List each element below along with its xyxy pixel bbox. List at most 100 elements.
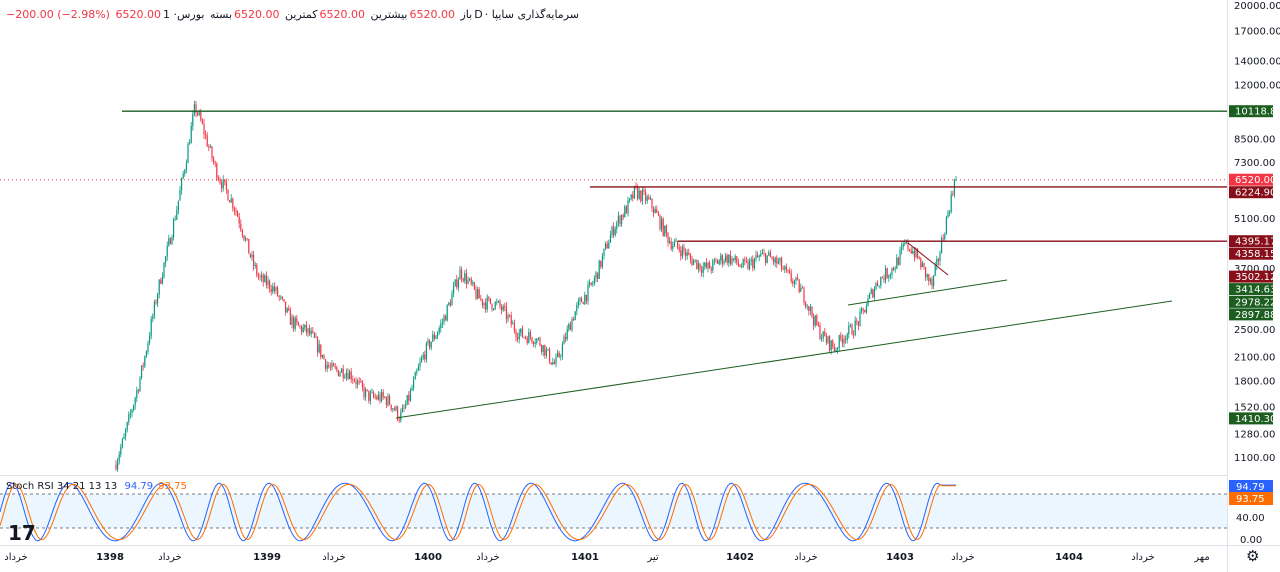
candle-body xyxy=(201,120,203,124)
time-tick: 1399 xyxy=(253,552,281,563)
candle-body xyxy=(384,396,386,398)
candle-body xyxy=(896,257,898,269)
candle-body xyxy=(648,196,650,200)
candle-body xyxy=(569,324,571,331)
candle-body xyxy=(808,306,810,311)
candle-body xyxy=(165,256,167,263)
candle-body xyxy=(515,331,517,338)
candle-body xyxy=(587,284,589,301)
candle-body xyxy=(243,235,245,240)
stoch-legend[interactable]: Stoch RSI 34 21 13 13 94.79 93.75 xyxy=(6,481,187,492)
candle-body xyxy=(606,243,608,249)
candle-body xyxy=(603,248,605,256)
candle-body xyxy=(206,135,208,147)
price-tag-text: 4358.15 xyxy=(1235,249,1276,260)
candle-body xyxy=(822,331,824,339)
gear-icon[interactable]: ⚙ xyxy=(1246,547,1260,565)
candle-body xyxy=(665,225,667,234)
candle-body xyxy=(497,301,499,302)
candle-body xyxy=(360,381,362,383)
candle-body xyxy=(944,234,946,240)
candle-body xyxy=(649,198,651,200)
candle-body xyxy=(416,370,418,373)
candle-body xyxy=(448,302,450,305)
candle-body xyxy=(931,278,933,286)
candle-body xyxy=(395,406,397,411)
candle-body xyxy=(177,200,179,211)
candle-body xyxy=(901,246,903,251)
price-tick: 5100.00 xyxy=(1234,214,1275,225)
candle-body xyxy=(509,315,511,316)
candle-body xyxy=(720,255,722,261)
candle-body xyxy=(608,242,610,249)
candle-body xyxy=(843,338,845,344)
candle-body xyxy=(147,342,149,352)
candle-body xyxy=(848,325,850,335)
candle-body xyxy=(477,289,479,299)
candle-body xyxy=(161,276,163,284)
candle-body xyxy=(533,342,535,344)
candle-body xyxy=(317,337,319,353)
candle-body xyxy=(731,258,733,264)
candle-body xyxy=(550,362,552,365)
candle-body xyxy=(723,261,725,264)
candle-body xyxy=(302,327,304,333)
candle-body xyxy=(819,324,821,340)
candle-body xyxy=(389,396,391,405)
symbol-title[interactable]: سرمایه‌گذاری سایپا xyxy=(491,8,579,21)
candle-body xyxy=(529,332,531,338)
candle-body xyxy=(681,246,683,257)
candle-body xyxy=(877,283,879,286)
candle-body xyxy=(832,340,834,348)
candle-body xyxy=(837,348,839,350)
candle-body xyxy=(510,315,512,325)
candle-body xyxy=(840,335,842,339)
candle-body xyxy=(793,280,795,284)
candle-body xyxy=(574,311,576,321)
candle-body xyxy=(248,238,250,254)
candle-body xyxy=(259,276,261,278)
candle-body xyxy=(721,255,723,264)
candle-body xyxy=(726,255,728,263)
candle-body xyxy=(208,146,210,148)
candle-body xyxy=(797,277,799,280)
candle-body xyxy=(413,379,415,389)
candle-body xyxy=(192,114,194,126)
candle-body xyxy=(273,286,275,291)
tradingview-logo-icon[interactable]: 17 xyxy=(8,521,36,545)
candle-body xyxy=(761,252,763,254)
candle-body xyxy=(637,186,639,199)
candle-body xyxy=(677,240,679,247)
candle-body xyxy=(741,266,743,268)
stoch-k-line xyxy=(0,482,956,542)
candle-body xyxy=(624,206,626,218)
price-tag-text: 6224.90 xyxy=(1235,188,1276,199)
candle-body xyxy=(182,173,184,179)
candle-body xyxy=(657,212,659,216)
candle-body xyxy=(197,112,199,115)
price-tag-box xyxy=(1229,283,1273,296)
candle-body xyxy=(219,179,221,183)
candle-body xyxy=(262,275,264,283)
price-tag-box xyxy=(1229,247,1273,260)
candle-body xyxy=(907,240,909,250)
candle-body xyxy=(701,269,703,273)
candle-body xyxy=(811,306,813,317)
candle-body xyxy=(781,257,783,269)
candle-body xyxy=(342,368,344,378)
candle-body xyxy=(774,257,776,263)
candle-body xyxy=(345,372,347,378)
candle-body xyxy=(928,274,930,282)
interval-label[interactable]: 1D xyxy=(162,8,483,21)
time-tick: خرداد xyxy=(4,552,27,563)
candle-body xyxy=(549,348,551,363)
candle-body xyxy=(185,163,187,170)
price-tick: 20000.00 xyxy=(1234,1,1280,12)
candle-body xyxy=(553,362,555,364)
candle-body xyxy=(155,301,157,304)
candle-body xyxy=(158,279,160,295)
candle-body xyxy=(846,334,848,340)
candle-body xyxy=(507,315,509,320)
price-tick: 8500.00 xyxy=(1234,134,1275,145)
